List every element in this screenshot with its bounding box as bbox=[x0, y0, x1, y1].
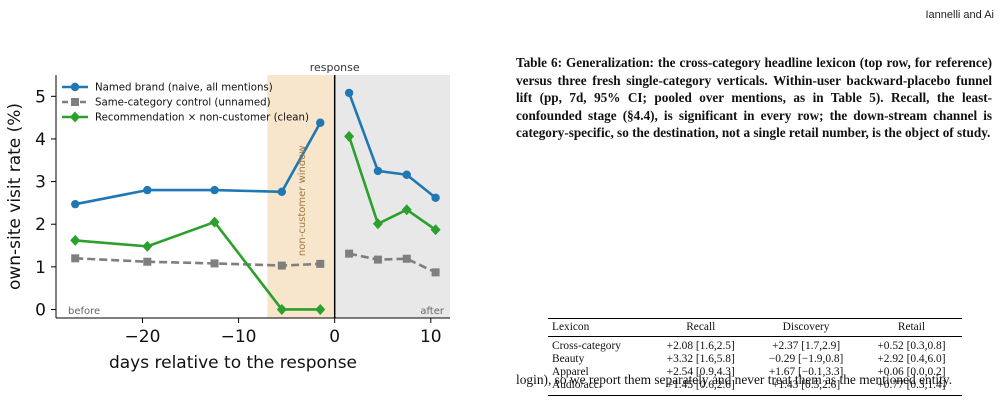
line-chart: 0 1 2 3 4 5 −20 −10 0 10 days relative to the resp… bbox=[5, 61, 450, 373]
x-axis-label: days relative to the response bbox=[109, 353, 357, 373]
series-square bbox=[71, 249, 440, 277]
data-point bbox=[431, 268, 440, 277]
data-point bbox=[70, 234, 81, 246]
table-row: Apparel +2.54 [0.9,4.3] +1.67 [−0.1,3.3] +0… bbox=[548, 366, 962, 379]
table-cell: Beauty bbox=[552, 353, 585, 365]
table-cell: +0.52 [0.3,0.8] bbox=[877, 340, 946, 352]
data-point bbox=[316, 259, 325, 268]
table-cell: Audio/acc. bbox=[548, 379, 651, 396]
results-table: Lexicon Recall Discovery Retail Cross-categ… bbox=[548, 318, 962, 396]
table-header-row: Lexicon Recall Discovery Retail bbox=[548, 318, 962, 337]
legend-marker bbox=[70, 111, 80, 123]
series-line bbox=[347, 92, 437, 199]
data-point bbox=[372, 218, 383, 230]
legend-entry: Recommendation × non-customer (clean) bbox=[95, 113, 309, 124]
column-header-lexicon: Lexicon bbox=[548, 318, 651, 337]
y-tick-label: 0 bbox=[35, 300, 46, 320]
data-point bbox=[71, 254, 80, 263]
after-label: after bbox=[420, 306, 445, 317]
data-point bbox=[430, 224, 441, 236]
series-circle bbox=[71, 88, 440, 209]
data-point bbox=[402, 254, 411, 263]
data-point bbox=[402, 170, 411, 179]
legend-entry: Named brand (naive, all mentions) bbox=[95, 83, 273, 94]
data-point bbox=[276, 303, 287, 315]
response-label: response bbox=[310, 61, 360, 74]
table-cell: +2.92 [0.4,6.0] bbox=[877, 353, 946, 365]
body-paragraph: login), so we report them separately and… bbox=[516, 372, 953, 387]
data-point bbox=[277, 261, 286, 270]
data-point bbox=[373, 255, 382, 264]
y-tick-label: 4 bbox=[35, 130, 46, 150]
table-cell: +1.43 [0.5,2.6] bbox=[751, 379, 861, 396]
data-point bbox=[401, 204, 412, 216]
non-customer-window-band bbox=[267, 75, 335, 318]
legend-entry: Same-category control (unnamed) bbox=[95, 98, 271, 109]
after-region-band bbox=[334, 75, 450, 318]
series-line bbox=[347, 135, 437, 231]
table-cell: +2.54 [0.9,4.3] bbox=[666, 366, 735, 378]
column-header-retail: Retail bbox=[860, 318, 962, 337]
table-row: Audio/acc. +1.45 [0.6,2.6] +1.43 [0.5,2.6]… bbox=[548, 379, 962, 396]
y-tick-label: 1 bbox=[35, 258, 46, 278]
x-tick-label: −10 bbox=[221, 327, 257, 347]
data-point bbox=[209, 216, 220, 228]
table-cell: Cross-category bbox=[552, 340, 621, 352]
table-cell: −0.29 [−1.9,0.8] bbox=[768, 353, 844, 365]
table-cell: +3.32 [1.6,5.8] bbox=[666, 353, 735, 365]
table-cell: +0.77 [0.3,1.4] bbox=[860, 379, 962, 396]
data-point bbox=[71, 199, 80, 209]
data-point bbox=[315, 303, 326, 315]
data-point bbox=[431, 193, 440, 202]
table-cell: +2.37 [1.7,2.9] bbox=[772, 340, 841, 352]
data-point bbox=[210, 259, 219, 268]
window-label: non-customer window bbox=[297, 145, 308, 256]
series-line bbox=[348, 252, 437, 274]
data-point bbox=[277, 187, 287, 197]
series-diamond bbox=[70, 130, 441, 315]
data-point bbox=[373, 166, 383, 176]
table-cell: +2.08 [1.6,2.5] bbox=[666, 340, 735, 352]
legend-marker bbox=[71, 98, 79, 106]
data-point bbox=[143, 185, 152, 195]
y-tick-label: 5 bbox=[35, 87, 46, 107]
data-point bbox=[142, 240, 153, 252]
data-point bbox=[345, 249, 354, 258]
data-point bbox=[344, 88, 354, 98]
table-cell: Apparel bbox=[552, 366, 589, 378]
table-row: Cross-category +2.08 [1.6,2.5] +2.37 [1.7,… bbox=[548, 337, 962, 354]
column-header-recall: Recall bbox=[650, 318, 752, 337]
legend-marker bbox=[70, 82, 80, 92]
column-header-discovery: Discovery bbox=[751, 318, 861, 337]
data-point bbox=[316, 118, 325, 127]
y-tick-label: 3 bbox=[35, 173, 46, 193]
table-cell: +0.06 [0.0,0.2] bbox=[877, 366, 946, 378]
data-point bbox=[143, 257, 152, 266]
x-tick-label: 10 bbox=[420, 327, 442, 347]
x-tick-label: −20 bbox=[125, 327, 161, 347]
data-point bbox=[210, 185, 219, 195]
running-head: Iannelli and Ai bbox=[925, 9, 995, 21]
table-cell: +1.67 [−0.1,3.3] bbox=[768, 366, 844, 378]
table-caption: Table 6: Generalization: the cross-categ… bbox=[516, 55, 992, 141]
data-point bbox=[344, 130, 355, 142]
table-cell: +1.45 [0.6,2.6] bbox=[650, 379, 752, 396]
y-axis-label: own-site visit rate (%) bbox=[5, 103, 25, 290]
table-row: Beauty +3.32 [1.6,5.8] −0.29 [−1.9,0.8] +2.… bbox=[548, 353, 962, 366]
x-tick-label: 0 bbox=[329, 327, 340, 347]
before-label: before bbox=[68, 306, 100, 317]
y-tick-label: 2 bbox=[35, 215, 46, 235]
